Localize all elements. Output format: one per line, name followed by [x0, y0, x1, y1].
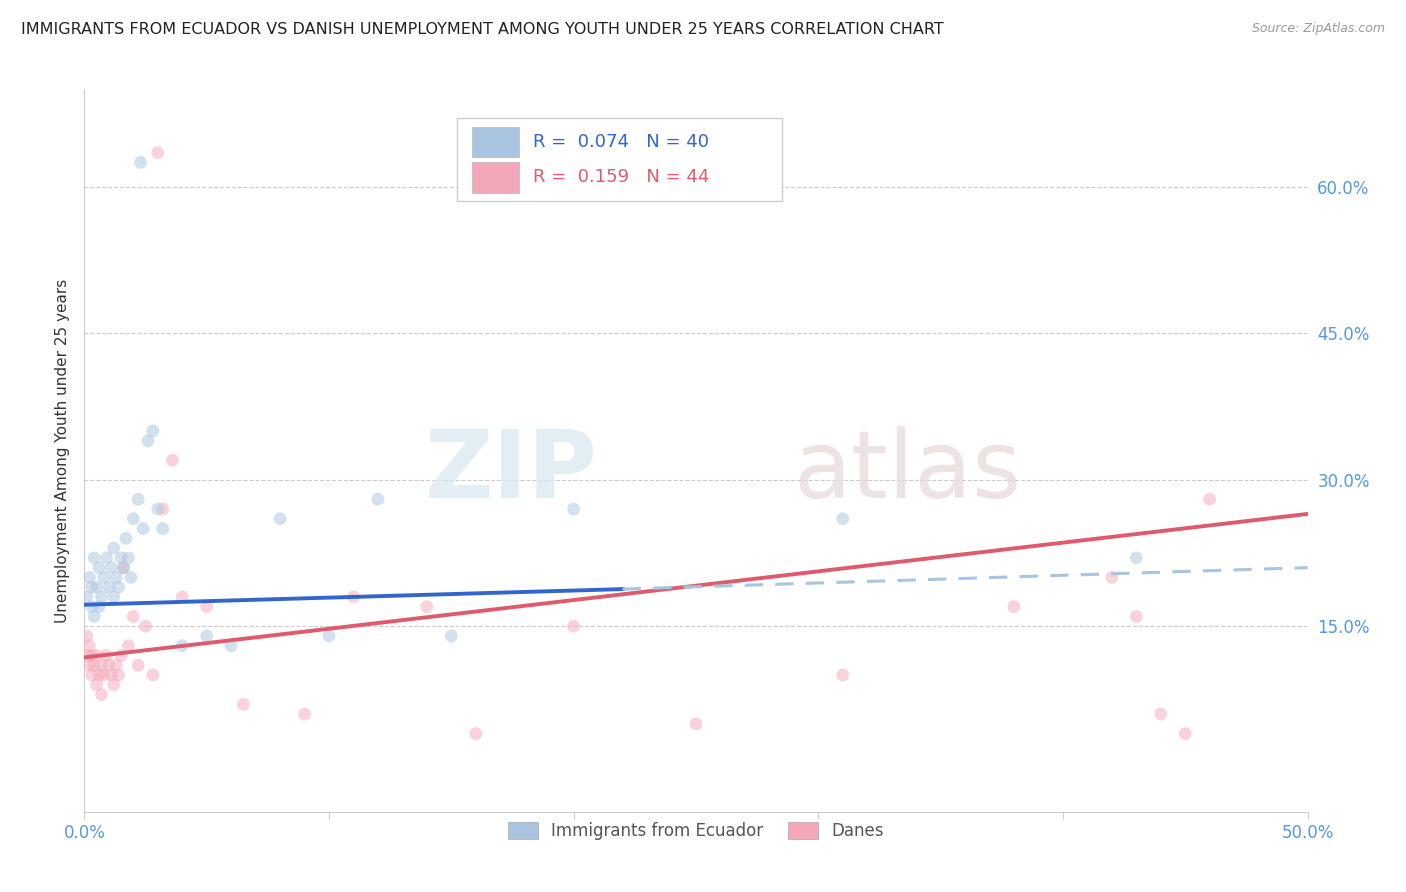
Point: [80, 599, 103, 614]
Point: [87, 668, 110, 682]
Point: [80, 580, 103, 594]
Point: [416, 599, 439, 614]
Point: [90, 590, 112, 604]
Point: [152, 522, 174, 536]
FancyBboxPatch shape: [457, 118, 782, 202]
Point: [318, 629, 340, 643]
Point: [1125, 550, 1147, 565]
Point: [122, 512, 145, 526]
Point: [90, 688, 112, 702]
Point: [142, 424, 165, 438]
Text: R =  0.074   N = 40: R = 0.074 N = 40: [533, 133, 709, 151]
Point: [172, 639, 194, 653]
Point: [86, 678, 108, 692]
Text: atlas: atlas: [794, 426, 1022, 518]
Point: [115, 532, 138, 546]
Y-axis label: Unemployment Among Youth under 25 years: Unemployment Among Youth under 25 years: [55, 278, 70, 623]
Point: [1002, 599, 1025, 614]
Point: [76, 629, 98, 643]
Point: [1198, 492, 1220, 507]
Point: [1150, 707, 1173, 722]
Legend: Immigrants from Ecuador, Danes: Immigrants from Ecuador, Danes: [501, 815, 891, 847]
Point: [97, 580, 120, 594]
Point: [77, 639, 100, 653]
Point: [195, 599, 218, 614]
Point: [142, 668, 165, 682]
Point: [129, 155, 152, 169]
Point: [1125, 609, 1147, 624]
Point: [122, 609, 145, 624]
Point: [135, 619, 157, 633]
Point: [562, 502, 585, 516]
Point: [87, 560, 110, 574]
Point: [440, 629, 463, 643]
Point: [77, 658, 100, 673]
Point: [127, 658, 149, 673]
Text: R =  0.159   N = 44: R = 0.159 N = 44: [533, 169, 710, 186]
Point: [1174, 726, 1197, 740]
Point: [112, 560, 135, 574]
Point: [127, 492, 149, 507]
FancyBboxPatch shape: [472, 162, 519, 193]
Point: [103, 678, 125, 692]
Point: [110, 648, 132, 663]
Point: [112, 560, 135, 574]
Point: [76, 648, 98, 663]
Point: [294, 707, 316, 722]
Point: [80, 648, 103, 663]
Point: [96, 648, 118, 663]
Point: [103, 541, 125, 555]
Point: [100, 668, 122, 682]
Point: [93, 668, 115, 682]
Point: [136, 434, 159, 448]
Point: [77, 570, 100, 584]
Point: [685, 716, 707, 731]
Point: [562, 619, 585, 633]
Point: [96, 550, 118, 565]
Point: [87, 599, 110, 614]
Point: [342, 590, 364, 604]
Point: [86, 580, 108, 594]
Point: [83, 658, 105, 673]
Text: IMMIGRANTS FROM ECUADOR VS DANISH UNEMPLOYMENT AMONG YOUTH UNDER 25 YEARS CORREL: IMMIGRANTS FROM ECUADOR VS DANISH UNEMPL…: [21, 22, 943, 37]
Point: [76, 590, 98, 604]
Point: [146, 502, 169, 516]
Point: [831, 512, 853, 526]
Point: [90, 658, 112, 673]
Point: [117, 550, 139, 565]
FancyBboxPatch shape: [472, 127, 519, 157]
Point: [110, 550, 132, 565]
Point: [1101, 570, 1123, 584]
Point: [100, 560, 122, 574]
Point: [107, 580, 129, 594]
Point: [172, 590, 194, 604]
Point: [162, 453, 184, 467]
Point: [86, 648, 108, 663]
Point: [195, 629, 218, 643]
Point: [107, 668, 129, 682]
Point: [132, 522, 155, 536]
Point: [117, 639, 139, 653]
Point: [120, 570, 142, 584]
Point: [831, 668, 853, 682]
Point: [97, 658, 120, 673]
Point: [103, 590, 125, 604]
Point: [269, 512, 291, 526]
Point: [83, 550, 105, 565]
Point: [105, 570, 128, 584]
Point: [93, 570, 115, 584]
Point: [367, 492, 389, 507]
Point: [464, 726, 486, 740]
Text: ZIP: ZIP: [425, 426, 598, 518]
Text: Source: ZipAtlas.com: Source: ZipAtlas.com: [1251, 22, 1385, 36]
Point: [232, 698, 254, 712]
Point: [146, 145, 169, 160]
Point: [105, 658, 128, 673]
Point: [219, 639, 242, 653]
Point: [80, 668, 103, 682]
Point: [83, 609, 105, 624]
Point: [152, 502, 174, 516]
